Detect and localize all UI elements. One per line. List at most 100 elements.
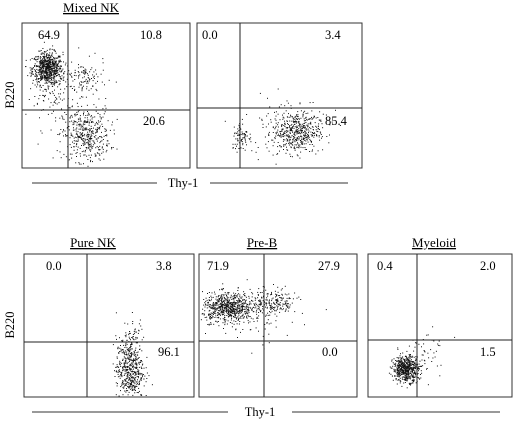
event-dot [287, 305, 289, 307]
event-dot [125, 344, 127, 346]
event-dot [101, 140, 103, 142]
event-dot [311, 118, 313, 120]
event-dot [301, 128, 303, 130]
event-dot [301, 125, 303, 127]
event-dot [78, 86, 80, 88]
event-dot [48, 98, 50, 100]
event-dot [296, 139, 298, 141]
event-dot [408, 345, 410, 347]
event-dot [131, 371, 133, 373]
event-dot [136, 363, 138, 365]
event-dot [405, 379, 407, 381]
event-dot [426, 368, 428, 369]
event-dot [39, 64, 41, 66]
event-dot [127, 353, 129, 355]
event-dot [388, 372, 390, 374]
event-dot [286, 140, 288, 142]
event-dot [126, 339, 128, 341]
event-dot [297, 142, 298, 144]
event-dot [400, 380, 402, 382]
event-dot [55, 61, 57, 63]
event-dot [83, 154, 85, 156]
event-dot [126, 354, 128, 356]
event-dot [238, 323, 240, 325]
event-dot [83, 135, 85, 137]
event-dot [288, 144, 290, 146]
event-dot [277, 135, 279, 136]
event-dot [222, 305, 224, 307]
event-dot [36, 80, 38, 82]
event-dot [232, 307, 233, 309]
event-dot [205, 303, 207, 305]
event-dot [260, 300, 262, 302]
event-dot [229, 307, 231, 309]
event-dot [296, 116, 298, 118]
event-dot [133, 388, 135, 390]
event-dot [411, 366, 413, 368]
event-dot [302, 126, 304, 128]
event-dot [235, 321, 237, 322]
event-dot [128, 387, 130, 389]
event-dot [116, 371, 118, 373]
event-dot [120, 373, 122, 375]
event-dot [242, 306, 243, 308]
event-dot [43, 65, 45, 67]
event-dot [58, 80, 60, 82]
event-dot [424, 360, 426, 362]
event-dot [117, 373, 119, 375]
event-dot [277, 88, 279, 90]
event-dot [229, 299, 231, 301]
event-dot [234, 297, 236, 299]
event-dot [280, 297, 282, 299]
event-dot [48, 58, 50, 60]
event-dot [132, 336, 133, 338]
event-dot [95, 132, 97, 134]
event-dot [44, 75, 46, 76]
event-dot [414, 367, 416, 369]
event-dot [73, 120, 75, 122]
event-dot [134, 386, 136, 388]
event-dot [54, 72, 56, 74]
event-dot [295, 118, 297, 120]
event-dot [129, 380, 131, 382]
event-dot [136, 383, 138, 385]
event-dot [82, 143, 84, 145]
event-dot [75, 121, 77, 123]
event-dot [272, 126, 274, 128]
event-dot [408, 367, 410, 369]
event-dot [230, 313, 231, 315]
event-dot [85, 80, 87, 82]
event-dot [47, 68, 48, 69]
event-dot [46, 65, 47, 67]
event-dot [297, 136, 299, 138]
event-dot [37, 69, 39, 71]
event-dot [75, 114, 77, 116]
event-dot [269, 311, 270, 313]
event-dot [131, 352, 133, 354]
event-dot [82, 138, 84, 140]
event-dot [232, 308, 234, 310]
event-dot [297, 132, 299, 134]
event-dot [292, 144, 294, 146]
event-dot [289, 304, 291, 306]
event-dot [134, 378, 135, 380]
event-dot [120, 386, 122, 388]
event-dot [129, 338, 131, 340]
event-dot [41, 66, 43, 68]
event-dot [44, 70, 46, 72]
event-dot [38, 66, 40, 68]
event-dot [234, 302, 236, 304]
event-dot [76, 149, 78, 151]
event-dot [413, 379, 415, 381]
event-dot [300, 146, 302, 148]
event-dot [313, 135, 315, 136]
event-dot [87, 135, 89, 137]
event-dot [415, 382, 417, 384]
event-dot [209, 316, 211, 318]
event-dot [49, 55, 51, 57]
event-dot [436, 365, 438, 367]
event-dot [286, 121, 288, 122]
event-dot [407, 364, 409, 366]
quadrant-lower-right-value: 20.6 [143, 114, 165, 128]
event-dot [221, 305, 223, 306]
